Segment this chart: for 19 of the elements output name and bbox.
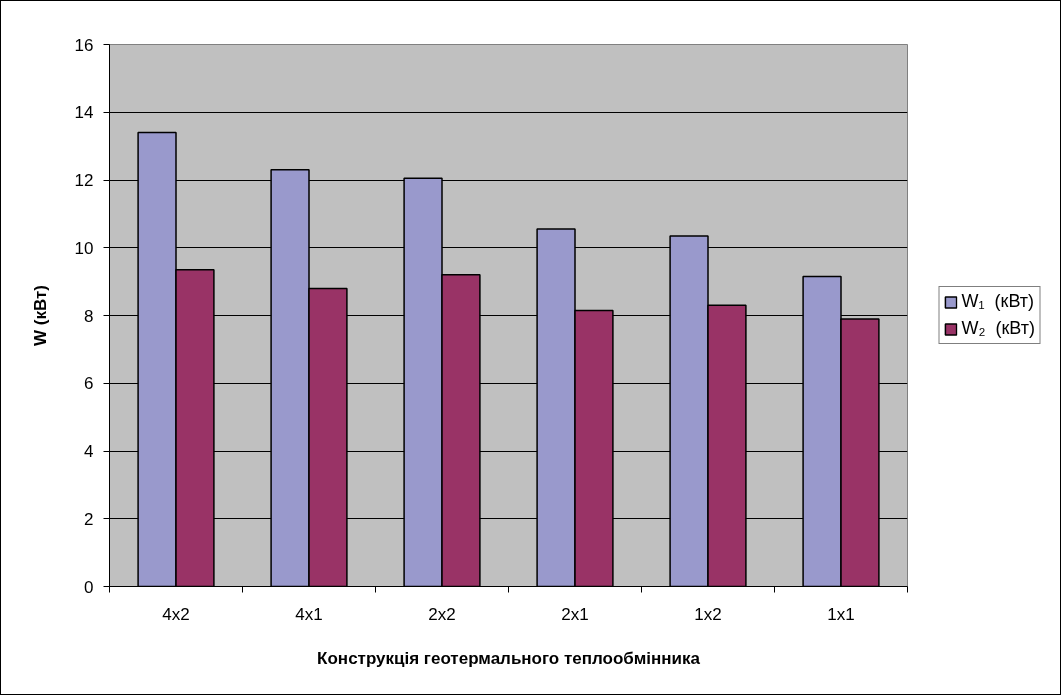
y-axis-title: W (кВт) bbox=[30, 285, 50, 346]
y-tick-label: 2 bbox=[84, 509, 94, 529]
x-tick-label: 4x2 bbox=[162, 604, 190, 624]
y-tick-label: 0 bbox=[84, 577, 94, 597]
x-tick-label: 2x1 bbox=[561, 604, 589, 624]
y-tick-label: 8 bbox=[84, 306, 94, 326]
y-tick-label: 6 bbox=[84, 374, 94, 394]
y-tick-label: 16 bbox=[74, 35, 94, 55]
y-tick-label: 10 bbox=[74, 238, 94, 258]
y-tick-label: 12 bbox=[74, 171, 94, 190]
x-tick-label: 1x2 bbox=[694, 604, 722, 624]
x-tick-label: 1x1 bbox=[827, 604, 855, 624]
y-tick-label: 4 bbox=[84, 442, 94, 461]
legend-label: W₂ (кВт) bbox=[961, 318, 1035, 339]
x-tick-label: 4x1 bbox=[295, 604, 323, 624]
legend-label: W₁ (кВт) bbox=[961, 291, 1035, 312]
y-tick-label: 14 bbox=[74, 103, 94, 123]
x-axis-title: Конструкція геотермального теплообмінника bbox=[317, 648, 701, 668]
x-tick-label: 2x2 bbox=[428, 604, 456, 624]
